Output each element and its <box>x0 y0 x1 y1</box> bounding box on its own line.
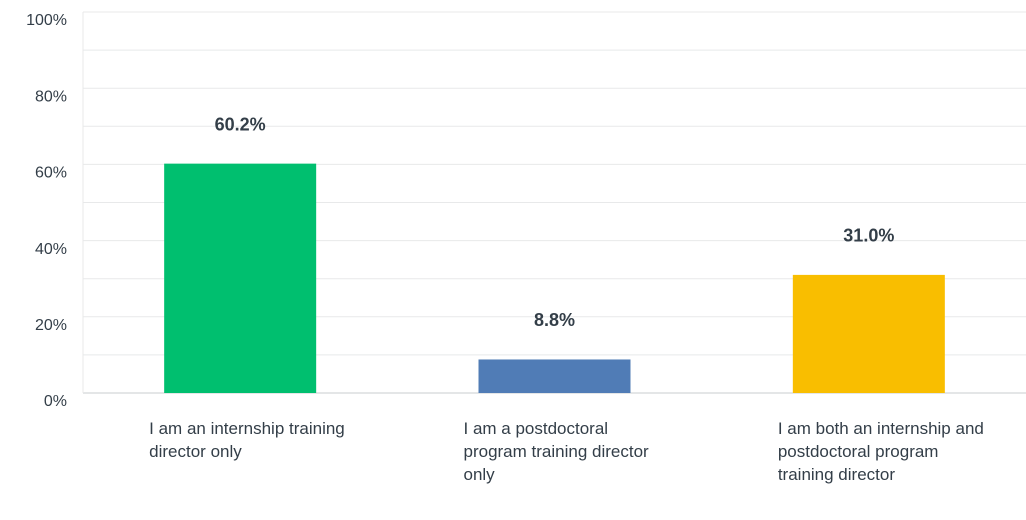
bar <box>164 163 317 393</box>
x-tick-label: I am both an internship and postdoctoral… <box>777 419 984 484</box>
value-label: 8.8% <box>534 310 575 330</box>
y-tick-label: 20% <box>35 317 67 334</box>
x-tick-label: I am a postdoctoral program training dir… <box>463 419 649 484</box>
y-tick-label: 100% <box>26 12 67 29</box>
y-tick-label: 0% <box>44 393 67 410</box>
value-label: 31.0% <box>843 226 894 246</box>
x-tick-label: I am an internship training director onl… <box>149 419 345 461</box>
y-tick-label: 40% <box>35 241 67 258</box>
bar <box>478 359 631 393</box>
value-label: 60.2% <box>215 114 266 134</box>
bar <box>792 274 945 393</box>
y-tick-label: 80% <box>35 88 67 105</box>
y-tick-label: 60% <box>35 165 67 182</box>
